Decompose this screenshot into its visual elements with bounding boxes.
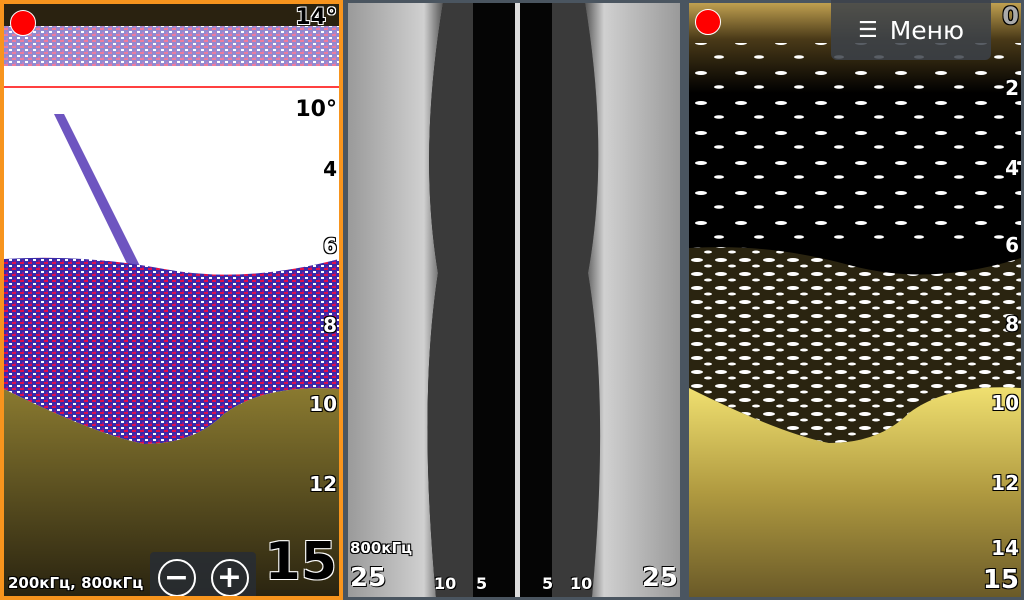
range-label: 25 [641,563,678,594]
depth-label: 8 [323,313,337,337]
sidescan-image [348,3,680,597]
depth-label: 14 [991,536,1019,560]
depth-label: 6 [323,234,337,258]
menu-button[interactable]: ☰ Меню [831,0,991,60]
sonar-image [4,4,339,596]
depth-label: 0 [1002,2,1019,30]
recording-indicator [10,10,36,36]
sonar-panel-downscan[interactable]: 0 2 4 6 8 10 12 14 15 [686,0,1024,600]
hamburger-icon: ☰ [857,17,878,43]
depth-label: 8 [1005,312,1019,336]
depth-label: 12 [991,471,1019,495]
range-label: 10 [570,574,593,594]
range-label: 10 [434,574,457,594]
frequency-label: 800кГц [350,539,413,557]
zoom-in-button[interactable]: + [210,559,249,596]
sonar-panel-traditional[interactable]: 14° 10° 4 6 8 10 12 15 − + 200кГц, 800кГ… [0,0,343,600]
depth-label: 2 [1005,76,1019,100]
depth-label: 4 [323,157,337,181]
range-label: 5 [542,574,554,594]
depth-range: 15 [982,565,1019,595]
depth-range: 15 [264,532,337,592]
temperature-mid: 10° [295,97,337,122]
depth-label: 10 [991,391,1019,415]
depth-label: 6 [1005,233,1019,257]
depth-label: 4 [1005,156,1019,180]
temperature-top: 14° [295,5,337,30]
zoom-out-button[interactable]: − [157,559,196,596]
downscan-image [689,3,1021,597]
depth-label: 10 [309,392,337,416]
depth-label: 12 [309,472,337,496]
menu-label: Меню [889,15,965,45]
frequency-label: 200кГц, 800кГц [8,574,144,592]
sonar-panel-sidescan[interactable]: 800кГц 25 10 5 5 10 25 [345,0,683,600]
range-label: 5 [476,574,488,594]
recording-indicator [695,9,721,35]
range-label: 25 [350,563,387,594]
zoom-controls: − + [150,552,256,596]
